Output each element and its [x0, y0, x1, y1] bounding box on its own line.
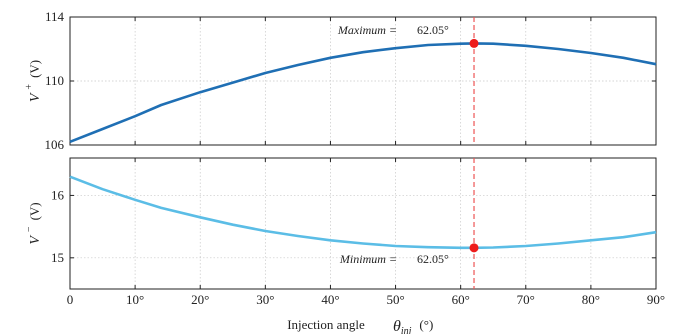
x-tick-label: 0	[67, 292, 74, 307]
y-label-symbol: V	[28, 92, 43, 102]
bottom-plot-frame	[69, 157, 657, 290]
x-label-theta: θ	[393, 318, 401, 334]
x-tick-label: 50°	[386, 292, 404, 307]
y-label-unit: (V)	[27, 60, 42, 78]
top-y-tick-label: 110	[45, 73, 64, 88]
x-tick-label: 30°	[256, 292, 274, 307]
top-series-line	[69, 42, 657, 144]
y-label-superscript: +	[24, 84, 35, 90]
x-tick-label: 60°	[452, 292, 470, 307]
x-tick-label: 90°	[647, 292, 665, 307]
top-y-axis-label: V + (V)	[24, 60, 43, 102]
bottom-y-axis-label: V − (V)	[24, 202, 43, 244]
top-y-tick-label: 106	[45, 137, 65, 152]
x-tick-label: 80°	[582, 292, 600, 307]
bottom-annotation-value: 62.05°	[417, 252, 449, 266]
y-label-symbol: V	[28, 235, 43, 245]
bottom-y-tick-label: 16	[51, 187, 65, 202]
x-label-unit: (°)	[419, 317, 433, 332]
top-y-tick-label: 114	[45, 9, 65, 24]
top-annotation-value: 62.05°	[417, 23, 449, 37]
x-tick-label: 20°	[191, 292, 209, 307]
x-axis-symbol: θinj (°)	[393, 317, 433, 334]
x-axis-label: Injection angle	[287, 317, 365, 332]
top-extremum-marker	[469, 38, 479, 48]
x-tick-label: 40°	[321, 292, 339, 307]
bottom-annotation-label: Minimum =	[339, 252, 397, 266]
bottom-series-line	[69, 175, 657, 250]
y-label-superscript: −	[24, 226, 35, 232]
top-annotation-label: Maximum =	[337, 23, 397, 37]
x-tick-label: 10°	[126, 292, 144, 307]
bottom-y-tick-label: 15	[51, 250, 64, 265]
y-label-unit: (V)	[27, 202, 42, 220]
x-label-subscript: inj	[401, 326, 412, 334]
bottom-extremum-marker	[469, 243, 479, 253]
x-tick-label: 70°	[517, 292, 535, 307]
